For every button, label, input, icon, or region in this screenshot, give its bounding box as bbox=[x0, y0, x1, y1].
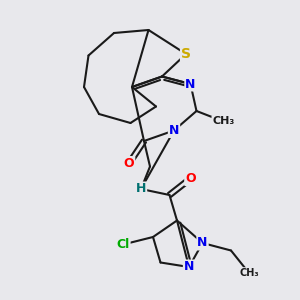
Text: H: H bbox=[136, 182, 146, 196]
Text: O: O bbox=[124, 157, 134, 170]
Text: S: S bbox=[181, 47, 191, 61]
Text: N: N bbox=[185, 77, 196, 91]
Text: CH₃: CH₃ bbox=[212, 116, 235, 127]
Text: Cl: Cl bbox=[116, 238, 130, 251]
Text: CH₃: CH₃ bbox=[239, 268, 259, 278]
Text: O: O bbox=[185, 172, 196, 185]
Text: N: N bbox=[184, 260, 194, 274]
Text: N: N bbox=[169, 124, 179, 137]
Text: N: N bbox=[197, 236, 208, 250]
